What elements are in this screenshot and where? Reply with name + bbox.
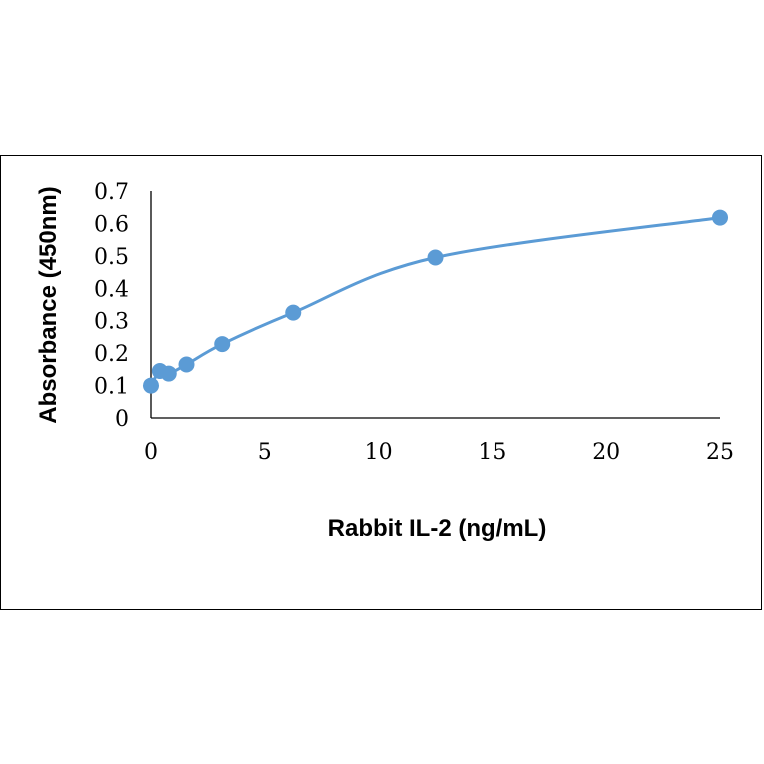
data-point	[427, 249, 444, 266]
data-point	[178, 356, 195, 373]
y-tick-label: 0.3	[94, 310, 129, 335]
x-tick-label: 20	[592, 440, 620, 465]
x-tick-label: 0	[144, 440, 158, 465]
y-tick-label: 0	[115, 407, 129, 432]
data-point	[143, 377, 159, 394]
data-point	[712, 209, 728, 226]
data-point	[214, 336, 231, 353]
y-tick-label: 0.4	[94, 277, 129, 302]
y-axis-title: Absorbance (450nm)	[35, 186, 62, 423]
axes	[150, 191, 720, 419]
y-tick-label: 0.7	[94, 180, 129, 205]
x-tick-label: 10	[365, 440, 393, 465]
y-tick-label: 0.1	[94, 375, 129, 400]
standard-curve-line	[149, 216, 721, 387]
y-tick-labels: 0 0.1 0.2 0.3 0.4 0.5 0.6 0.7	[94, 180, 129, 432]
data-points	[143, 209, 728, 394]
chart-frame	[0, 155, 762, 610]
x-tick-label: 5	[258, 440, 272, 465]
data-point	[160, 365, 177, 382]
x-tick-label: 15	[478, 440, 506, 465]
y-tick-label: 0.2	[94, 342, 129, 367]
data-point	[285, 304, 302, 321]
y-tick-label: 0.6	[94, 212, 129, 237]
x-tick-label: 25	[706, 440, 734, 465]
x-tick-labels: 0 5 10 15 20 25	[144, 440, 734, 465]
y-tick-label: 0.5	[94, 245, 129, 270]
x-axis-title: Rabbit IL-2 (ng/mL)	[328, 515, 547, 542]
